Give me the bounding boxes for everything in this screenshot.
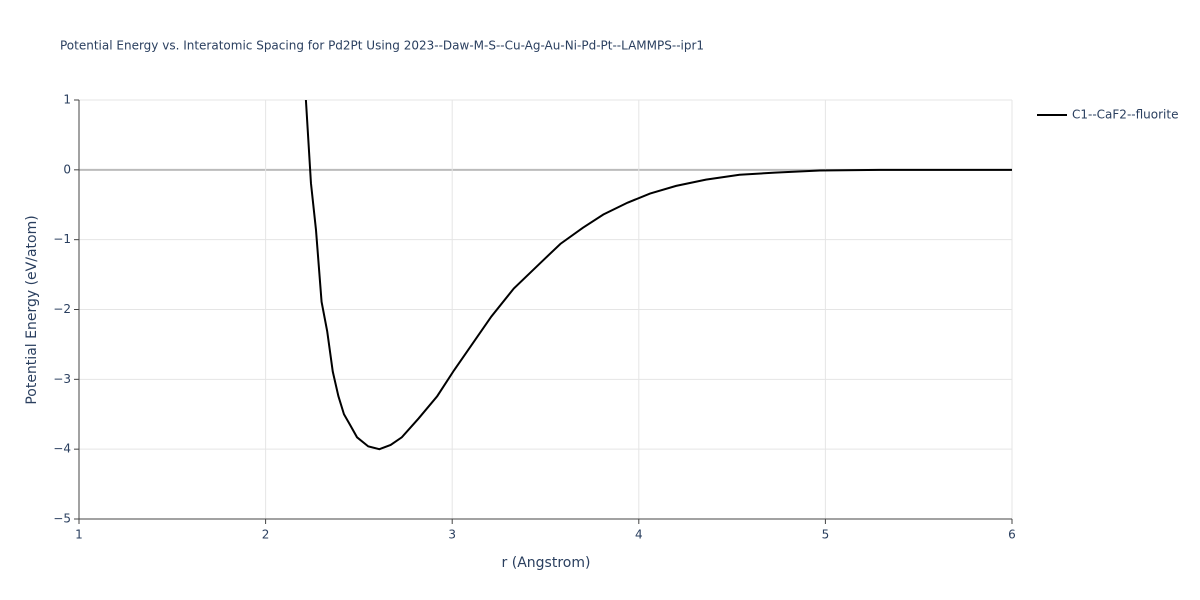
y-tick-label: −5: [53, 512, 71, 526]
y-tick-label: −3: [53, 372, 71, 386]
chart-title: Potential Energy vs. Interatomic Spacing…: [60, 39, 704, 53]
legend-label: C1--CaF2--fluorite: [1072, 108, 1178, 122]
x-tick-label: 2: [262, 528, 270, 542]
y-axis-label: Potential Energy (eV/atom): [24, 215, 40, 404]
x-axis-label: r (Angstrom): [502, 555, 591, 571]
x-tick-label: 5: [822, 528, 830, 542]
x-tick-label: 6: [1008, 528, 1016, 542]
y-tick-label: −4: [53, 442, 71, 456]
x-tick-label: 4: [635, 528, 643, 542]
y-tick-label: −2: [53, 302, 71, 316]
y-tick-label: −1: [53, 232, 71, 246]
x-tick-label: 1: [75, 528, 83, 542]
y-tick-label: 1: [63, 93, 71, 107]
x-tick-label: 3: [448, 528, 456, 542]
y-tick-label: 0: [63, 162, 71, 176]
line: [304, 100, 1012, 451]
